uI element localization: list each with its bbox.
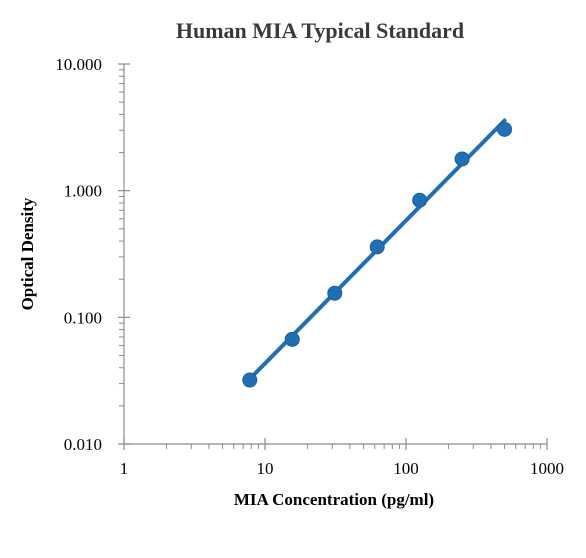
data-point: [369, 239, 385, 255]
x-tick-label: 10: [257, 459, 274, 478]
y-tick-label: 10.000: [55, 55, 102, 74]
x-axis-title: MIA Concentration (pg/ml): [234, 490, 434, 509]
x-tick-label: 1: [120, 459, 129, 478]
data-point: [412, 192, 428, 208]
data-point: [284, 331, 300, 347]
axes: 1 10 100 1000 0.010 0.100 1.000 10.000: [55, 55, 564, 478]
data-points: [242, 121, 513, 388]
y-axis-title: Optical Density: [18, 197, 37, 310]
x-tick-label: 1000: [530, 459, 564, 478]
chart-title: Human MIA Typical Standard: [176, 18, 464, 43]
data-point: [454, 151, 470, 167]
y-tick-label: 0.010: [64, 435, 102, 454]
y-tick-label: 0.100: [64, 308, 102, 327]
data-point: [242, 372, 258, 388]
y-tick-label: 1.000: [64, 182, 102, 201]
data-point: [327, 285, 343, 301]
data-point: [497, 121, 513, 137]
x-tick-label: 100: [393, 459, 419, 478]
